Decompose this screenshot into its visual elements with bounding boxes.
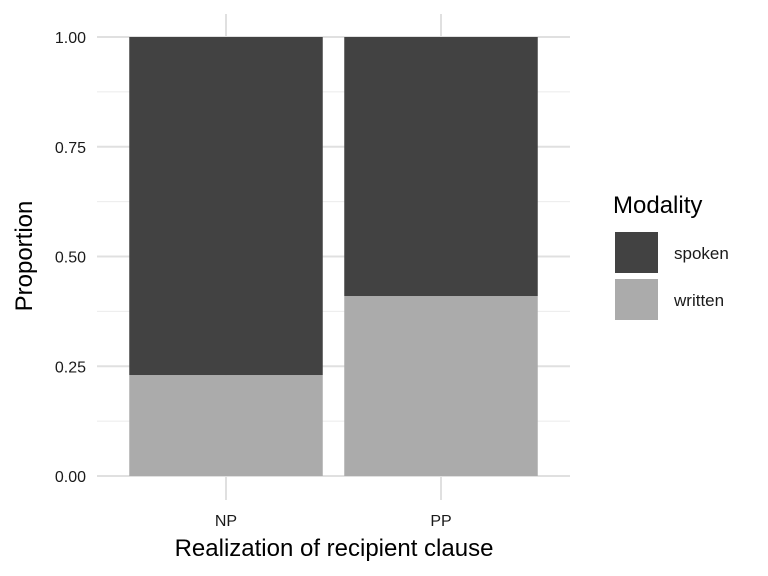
x-tick-label-np: NP [215, 513, 237, 530]
legend-label-spoken: spoken [674, 244, 729, 263]
y-tick-label: 1.00 [55, 30, 86, 47]
legend-label-written: written [673, 291, 724, 310]
legend-title: Modality [613, 192, 702, 219]
bar-pp-written [344, 296, 538, 476]
y-axis-tick-labels: 0.00 0.25 0.50 0.75 1.00 [55, 30, 86, 486]
y-axis-title: Proportion [11, 201, 38, 312]
legend: Modality spoken written [613, 192, 729, 320]
bar-np-spoken [129, 37, 323, 376]
bar-pp-spoken [344, 37, 538, 297]
bars [129, 37, 538, 476]
y-tick-label: 0.50 [55, 250, 86, 267]
y-tick-label: 0.75 [55, 140, 86, 157]
x-axis-tick-labels: NP PP [215, 513, 452, 530]
x-axis-title: Realization of recipient clause [175, 535, 494, 562]
y-tick-label: 0.25 [55, 359, 86, 376]
legend-swatch-spoken [615, 232, 658, 273]
bar-np-written [129, 375, 323, 476]
y-tick-label: 0.00 [55, 469, 86, 486]
legend-swatch-written [615, 279, 658, 320]
x-tick-label-pp: PP [430, 513, 451, 530]
